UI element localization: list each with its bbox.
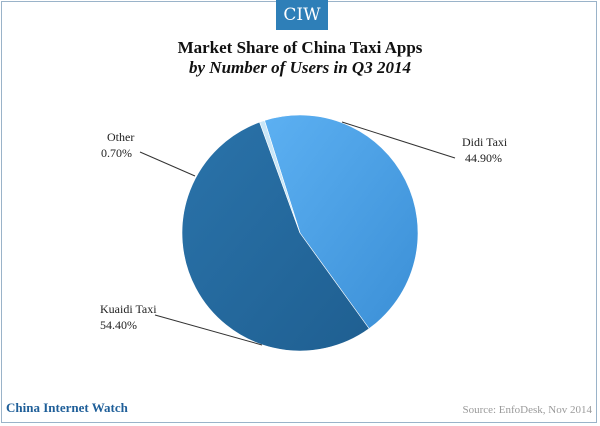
pie-slice-kuaidi [181, 121, 370, 352]
chart-subtitle: by Number of Users in Q3 2014 [189, 58, 411, 77]
label-other-name: Other [107, 130, 134, 144]
label-kuaidi-name: Kuaidi Taxi [100, 302, 157, 316]
footer-source: Source: EnfoDesk, Nov 2014 [462, 404, 592, 416]
pie-slice-other [259, 120, 301, 234]
leader-line-didi [341, 121, 456, 159]
leader-line-other [139, 151, 196, 177]
label-didi-name: Didi Taxi [462, 135, 508, 149]
label-didi-value: 44.90% [465, 151, 502, 165]
pie-slice-didi [264, 114, 419, 330]
chart-title: Market Share of China Taxi Apps [177, 38, 423, 57]
ciw-logo: CIW [276, 0, 328, 30]
leader-line-kuaidi [154, 314, 263, 346]
footer-brand: China Internet Watch [6, 400, 128, 415]
label-kuaidi-value: 54.40% [100, 318, 137, 332]
label-other-value: 0.70% [101, 146, 132, 160]
